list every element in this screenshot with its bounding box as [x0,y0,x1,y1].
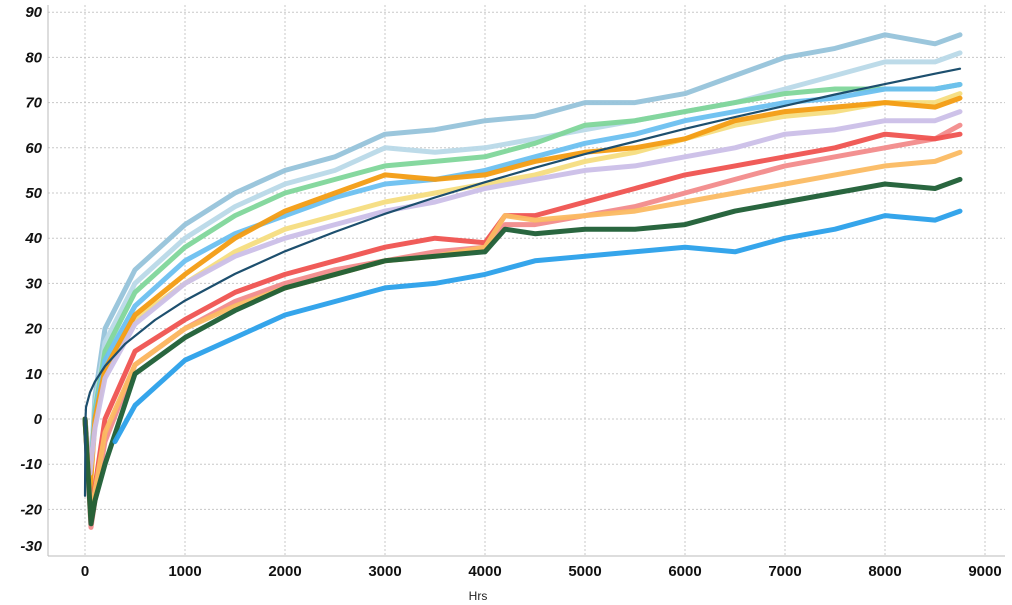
series-line-12 [112,208,963,445]
x-tick-label: 7000 [768,563,801,580]
y-tick-label: -30 [20,538,42,555]
x-tick-label: 4000 [468,563,501,580]
y-tick-label: 80 [25,49,42,66]
series-line-2 [82,50,963,476]
y-tick-label: 10 [25,366,42,383]
series-line-7 [82,109,963,476]
y-tick-label: -10 [20,456,42,473]
y-tick-label: 40 [24,230,42,247]
series-line-3 [82,82,963,485]
y-tick-label: 20 [24,321,42,338]
series-group [82,32,963,530]
y-tick-label: 70 [25,95,42,112]
y-tick-label: 60 [25,140,42,157]
axes: 0 1000 2000 3000 4000 5000 6000 7000 8000 9000 90 8… [20,4,1005,580]
x-tick-label: 1000 [168,563,201,580]
y-tick-label: 50 [25,185,42,202]
y-tick-label: 0 [34,411,43,428]
x-tick-label: 5000 [568,563,601,580]
series-line-1 [82,32,963,490]
series-line-5 [82,91,963,494]
series-line-8 [82,122,963,530]
series-line-13 [83,67,962,497]
series-line-11 [82,176,963,527]
x-tick-label: 6000 [668,563,701,580]
y-tick-label: 90 [25,4,42,21]
x-axis-label: Hrs [469,589,488,603]
x-tick-label: 9000 [968,563,1001,580]
y-tick-label: 30 [25,275,42,292]
y-tick-label: -20 [20,501,42,518]
series-line-9 [82,131,963,520]
x-tick-label: 8000 [868,563,901,580]
x-tick-label: 2000 [268,563,301,580]
series-line-6 [82,95,963,494]
grid [48,5,1005,556]
x-tick-label: 3000 [368,563,401,580]
x-tick-label: 0 [81,563,89,580]
series-line-10 [82,149,963,520]
